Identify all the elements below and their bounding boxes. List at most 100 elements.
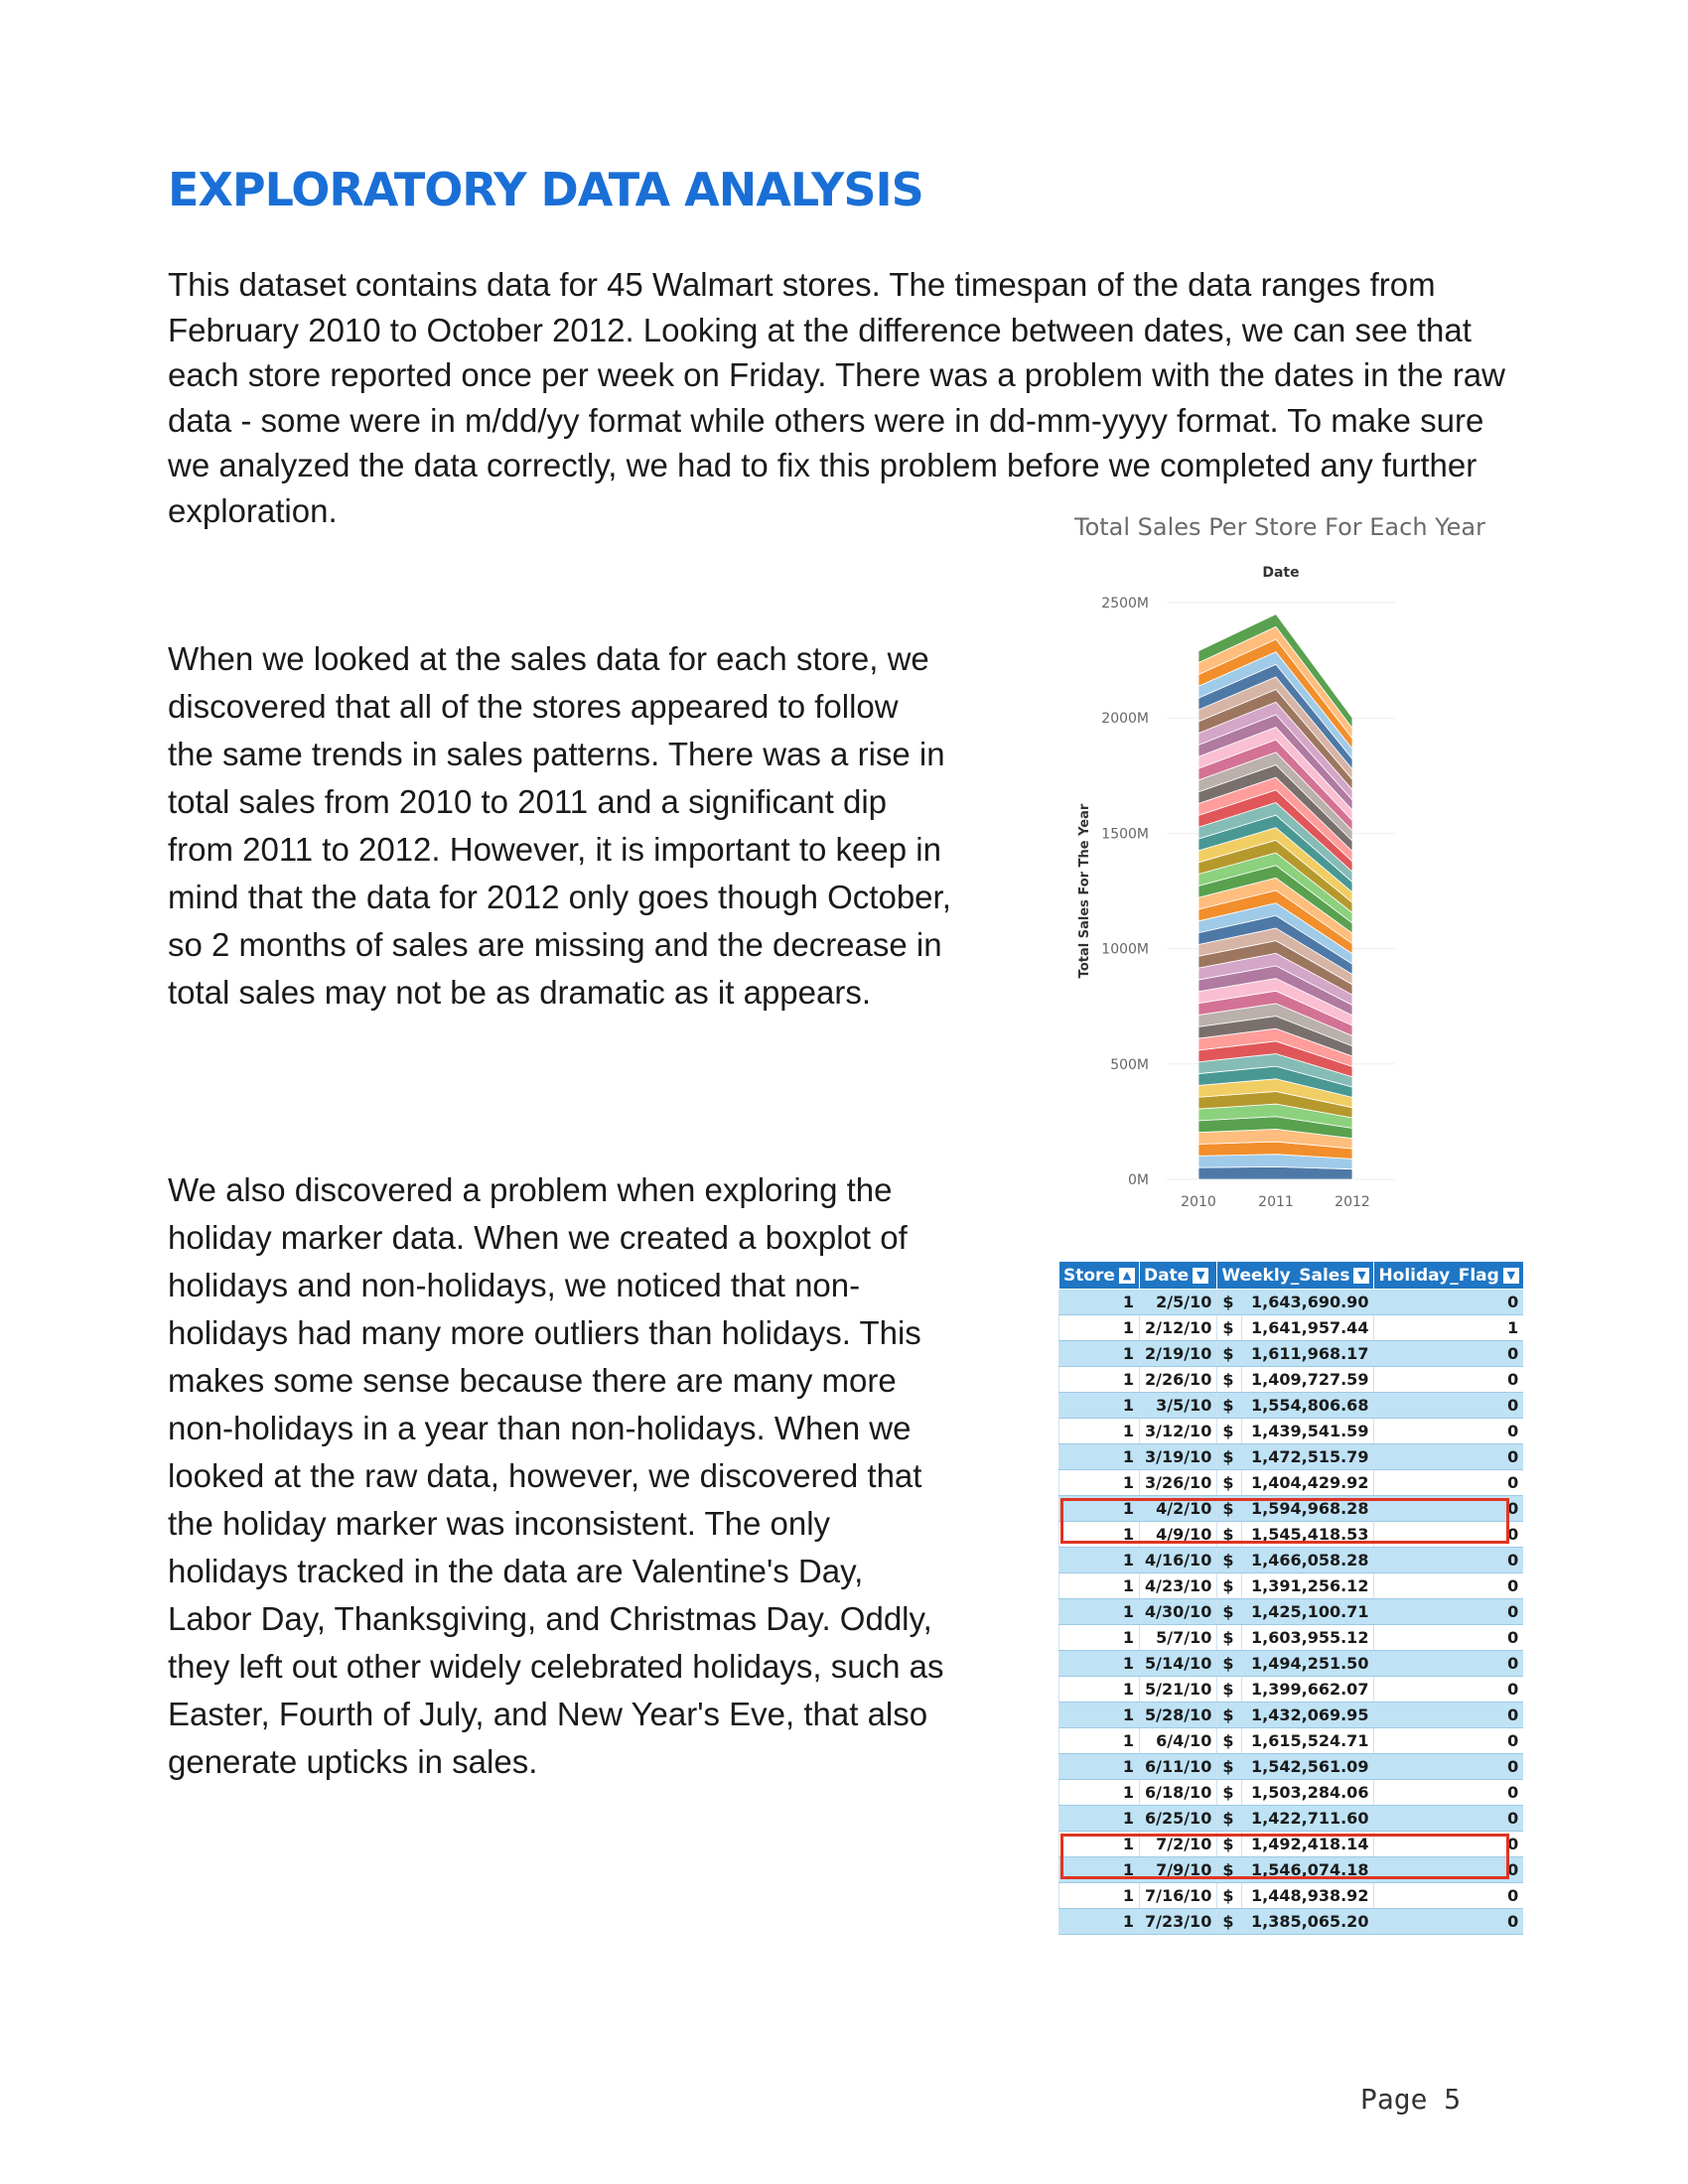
- store-cell: 1: [1058, 1340, 1140, 1367]
- currency-cell: $: [1216, 1314, 1242, 1341]
- store-cell: 1: [1058, 1908, 1140, 1935]
- column-header[interactable]: Store ▲: [1058, 1261, 1140, 1290]
- date-cell: 4/9/10: [1138, 1521, 1217, 1548]
- currency-cell: $: [1216, 1779, 1242, 1806]
- table-row: 1 3/5/10 $1,554,806.68 0: [1058, 1392, 1524, 1419]
- currency-cell: $: [1216, 1572, 1242, 1599]
- currency-cell: $: [1216, 1650, 1242, 1677]
- y-tick-label: 500M: [1110, 1057, 1149, 1073]
- column-header[interactable]: Weekly_Sales ▼: [1216, 1261, 1375, 1290]
- store-cell: 1: [1058, 1882, 1140, 1909]
- x-tick-label: 2012: [1335, 1194, 1370, 1210]
- currency-cell: $: [1216, 1882, 1242, 1909]
- date-cell: 5/21/10: [1138, 1676, 1217, 1703]
- weekly-sales-cell: 1,603,955.12: [1241, 1624, 1374, 1651]
- date-cell: 5/14/10: [1138, 1650, 1217, 1677]
- sales-trend-paragraph: When we looked at the sales data for eac…: [168, 640, 951, 1011]
- currency-cell: $: [1216, 1805, 1242, 1832]
- table-row: 1 3/12/10 $1,439,541.59 0: [1058, 1418, 1524, 1444]
- currency-cell: $: [1216, 1289, 1242, 1315]
- table-row: 1 4/2/10 $1,594,968.28 0: [1058, 1495, 1524, 1522]
- store-cell: 1: [1058, 1572, 1140, 1599]
- store-cell: 1: [1058, 1392, 1140, 1419]
- sales-area-chart: Date 0M 500M 1000M 1500M 2000M 2500M Total Sale…: [1077, 565, 1395, 1210]
- page-title: EXPLORATORY DATA ANALYSIS: [168, 163, 924, 216]
- weekly-sales-cell: 1,554,806.68: [1241, 1392, 1374, 1419]
- date-cell: 4/23/10: [1138, 1572, 1217, 1599]
- table-row: 1 7/9/10 $1,546,074.18 0: [1058, 1856, 1524, 1883]
- holiday-flag-cell: 0: [1373, 1650, 1524, 1677]
- currency-cell: $: [1216, 1392, 1242, 1419]
- weekly-sales-cell: 1,391,256.12: [1241, 1572, 1374, 1599]
- store-cell: 1: [1058, 1469, 1140, 1496]
- currency-cell: $: [1216, 1340, 1242, 1367]
- holiday-flag-cell: 0: [1373, 1418, 1524, 1444]
- column-header-label: Store: [1063, 1265, 1115, 1286]
- holiday-flag-cell: 0: [1373, 1366, 1524, 1393]
- table-row: 1 7/23/10 $1,385,065.20 0: [1058, 1908, 1524, 1935]
- table-row: 1 5/14/10 $1,494,251.50 0: [1058, 1650, 1524, 1677]
- currency-cell: $: [1216, 1366, 1242, 1393]
- holiday-flag-cell: 0: [1373, 1676, 1524, 1703]
- currency-cell: $: [1216, 1676, 1242, 1703]
- weekly-sales-cell: 1,542,561.09: [1241, 1753, 1374, 1780]
- weekly-sales-cell: 1,425,100.71: [1241, 1598, 1374, 1625]
- currency-cell: $: [1216, 1624, 1242, 1651]
- table-row: 1 6/4/10 $1,615,524.71 0: [1058, 1727, 1524, 1754]
- column-header[interactable]: Date ▼: [1138, 1261, 1218, 1290]
- store-cell: 1: [1058, 1753, 1140, 1780]
- weekly-sales-cell: 1,422,711.60: [1241, 1805, 1374, 1832]
- date-cell: 6/25/10: [1138, 1805, 1217, 1832]
- column-header[interactable]: Holiday_Flag ▼: [1373, 1261, 1524, 1290]
- holiday-flag-cell: 0: [1373, 1779, 1524, 1806]
- store-cell: 1: [1058, 1856, 1140, 1883]
- date-cell: 2/19/10: [1138, 1340, 1217, 1367]
- store-cell: 1: [1058, 1727, 1140, 1754]
- store-cell: 1: [1058, 1650, 1140, 1677]
- dropdown-icon[interactable]: ▼: [1502, 1267, 1519, 1284]
- holiday-flag-cell: 0: [1373, 1495, 1524, 1522]
- table-header-row: Store ▲ Date ▼ Weekly_Sales ▼ Holiday_Flag ▼: [1058, 1261, 1524, 1290]
- y-tick-label: 0M: [1128, 1172, 1149, 1188]
- store-cell: 1: [1058, 1521, 1140, 1548]
- date-cell: 5/7/10: [1138, 1624, 1217, 1651]
- column-header-label: Date: [1143, 1265, 1190, 1286]
- date-cell: 7/16/10: [1138, 1882, 1217, 1909]
- y-axis-label: Total Sales For The Year: [1077, 803, 1092, 978]
- weekly-sales-cell: 1,439,541.59: [1241, 1418, 1374, 1444]
- dropdown-icon[interactable]: ▼: [1353, 1267, 1370, 1284]
- dropdown-icon[interactable]: ▼: [1193, 1267, 1209, 1284]
- weekly-sales-cell: 1,492,418.14: [1241, 1831, 1374, 1857]
- store-cell: 1: [1058, 1418, 1140, 1444]
- column-header-label: Holiday_Flag: [1378, 1265, 1499, 1286]
- date-cell: 6/11/10: [1138, 1753, 1217, 1780]
- currency-cell: $: [1216, 1753, 1242, 1780]
- table-row: 1 3/19/10 $1,472,515.79 0: [1058, 1443, 1524, 1470]
- weekly-sales-cell: 1,494,251.50: [1241, 1650, 1374, 1677]
- table-row: 1 5/7/10 $1,603,955.12 0: [1058, 1624, 1524, 1651]
- holiday-flag-cell: 0: [1373, 1289, 1524, 1315]
- store-cell: 1: [1058, 1598, 1140, 1625]
- store-cell: 1: [1058, 1831, 1140, 1857]
- currency-cell: $: [1216, 1418, 1242, 1444]
- table-row: 1 2/26/10 $1,409,727.59 0: [1058, 1366, 1524, 1393]
- weekly-sales-cell: 1,503,284.06: [1241, 1779, 1374, 1806]
- holiday-flag-cell: 0: [1373, 1908, 1524, 1935]
- store-cell: 1: [1058, 1624, 1140, 1651]
- table-row: 1 2/12/10 $1,641,957.44 1: [1058, 1314, 1524, 1341]
- weekly-sales-cell: 1,399,662.07: [1241, 1676, 1374, 1703]
- store-cell: 1: [1058, 1289, 1140, 1315]
- holiday-flag-cell: 0: [1373, 1547, 1524, 1573]
- currency-cell: $: [1216, 1469, 1242, 1496]
- x-tick-label: 2011: [1258, 1194, 1294, 1210]
- table-row: 1 6/25/10 $1,422,711.60 0: [1058, 1805, 1524, 1832]
- holiday-flag-cell: 0: [1373, 1443, 1524, 1470]
- holiday-flag-cell: 0: [1373, 1572, 1524, 1599]
- date-cell: 4/30/10: [1138, 1598, 1217, 1625]
- sort-icon[interactable]: ▲: [1118, 1267, 1135, 1284]
- holiday-flag-cell: 0: [1373, 1753, 1524, 1780]
- table-row: 1 4/30/10 $1,425,100.71 0: [1058, 1598, 1524, 1625]
- date-cell: 6/18/10: [1138, 1779, 1217, 1806]
- holiday-flag-cell: 0: [1373, 1856, 1524, 1883]
- currency-cell: $: [1216, 1831, 1242, 1857]
